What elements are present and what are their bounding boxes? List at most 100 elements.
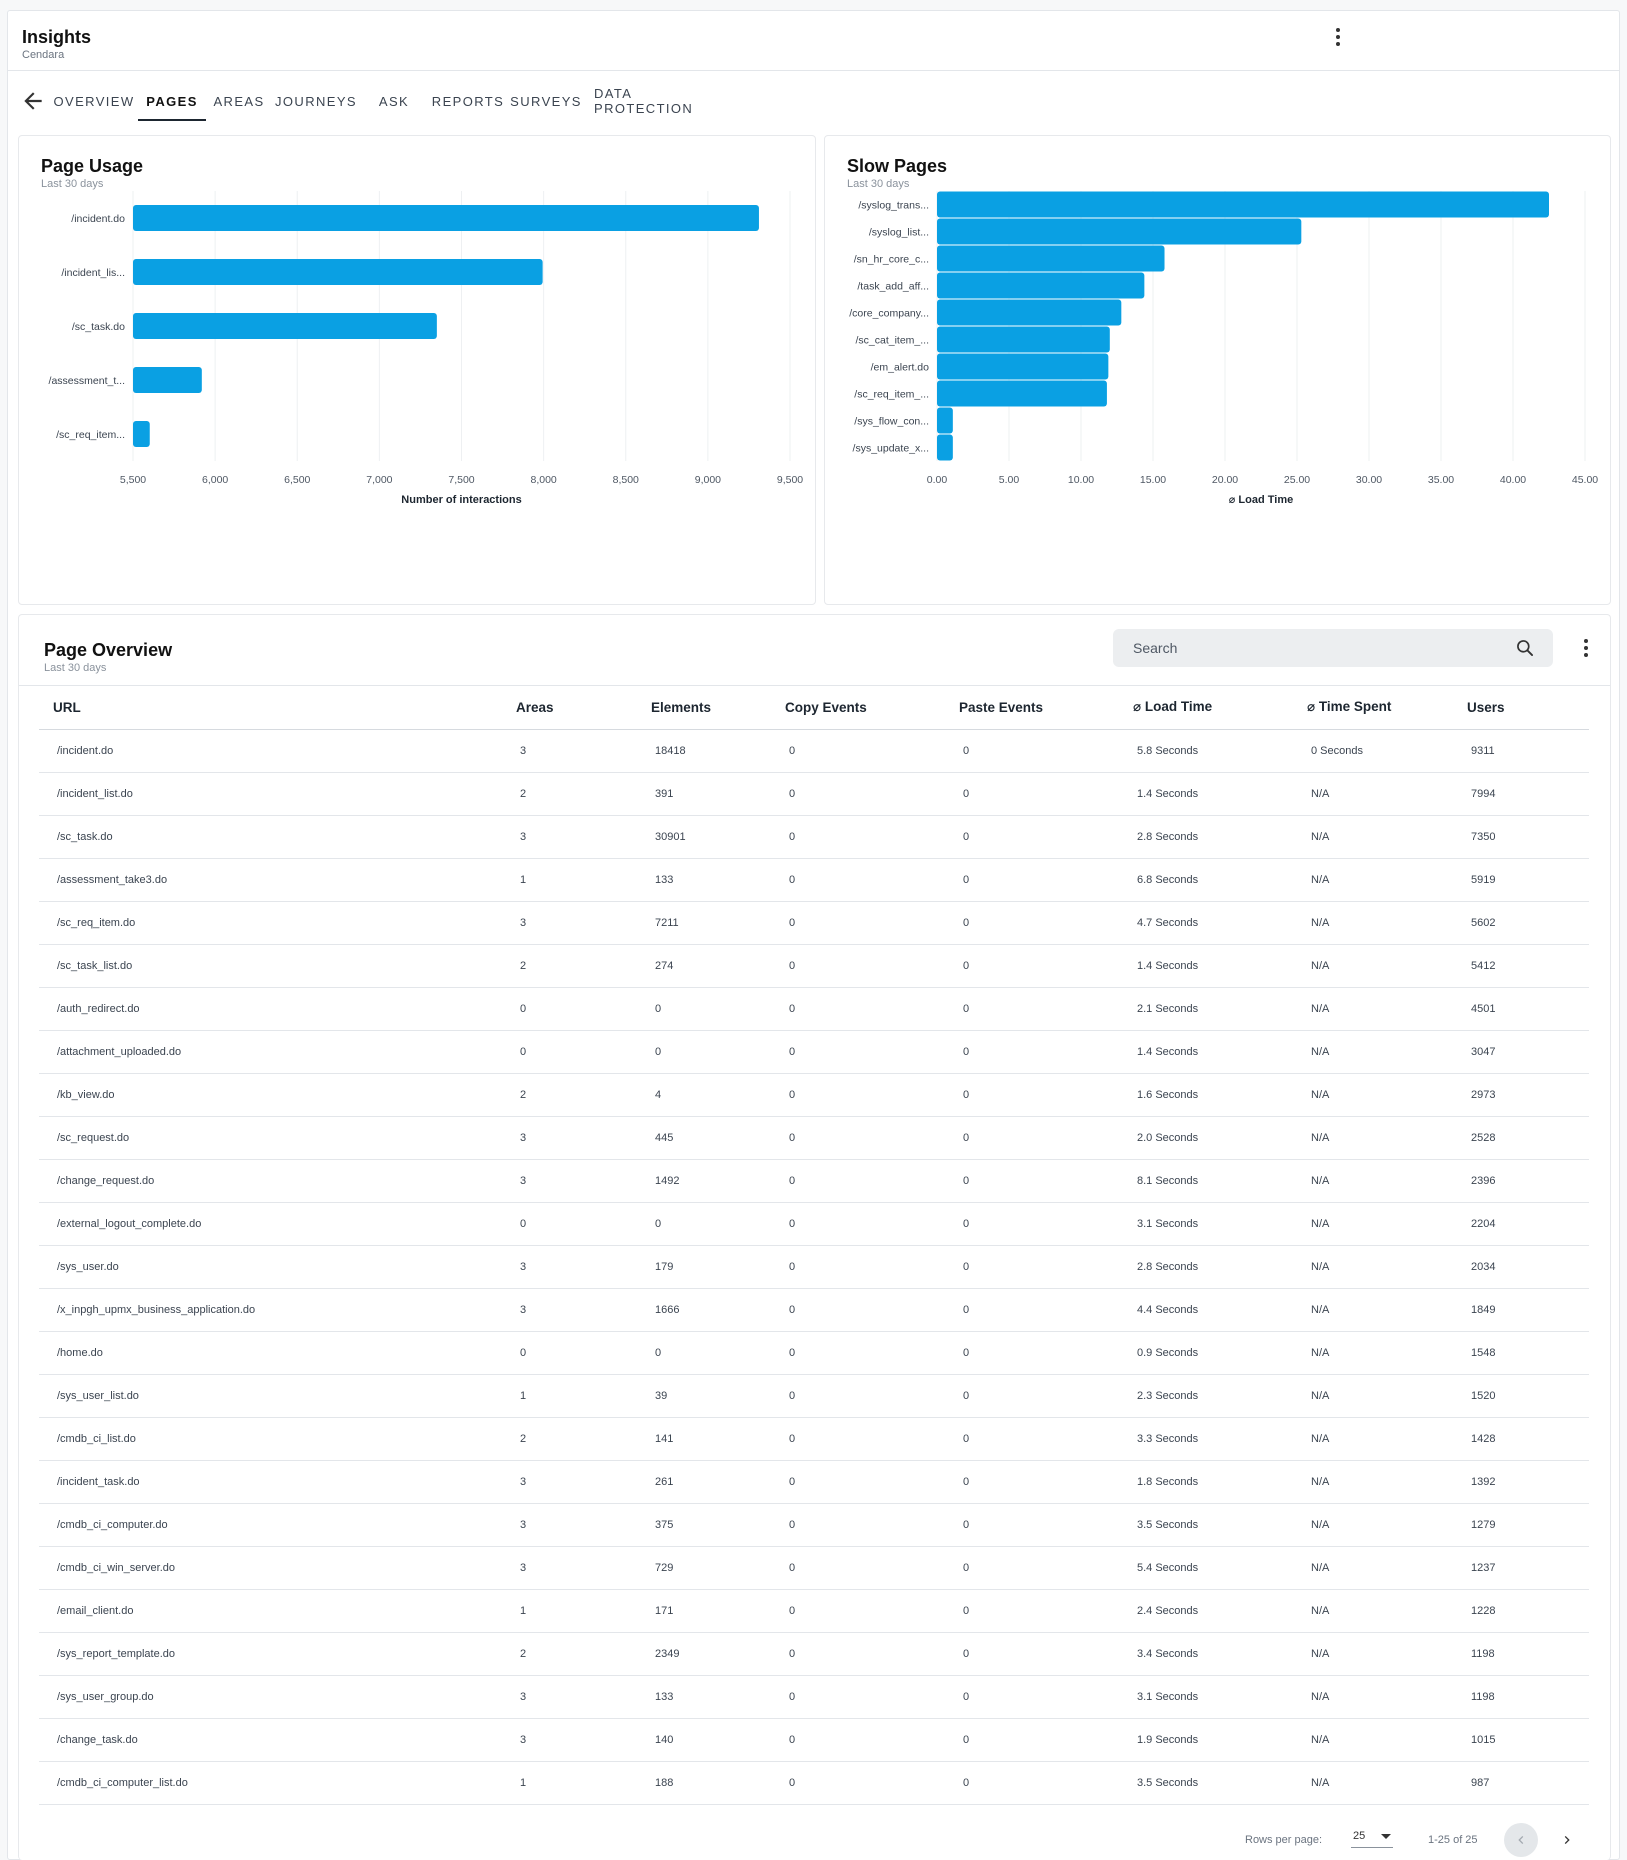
- slow-pages-x-tick-label: 30.00: [1356, 474, 1382, 486]
- cell-load-time: 1.4 Seconds: [1119, 1030, 1293, 1074]
- page-usage-category-label: /assessment_t...: [49, 375, 125, 387]
- cell-elements: 133: [637, 858, 771, 902]
- cell-users: 1520: [1453, 1374, 1589, 1418]
- table-row[interactable]: /x_inpgh_upmx_business_application.do 3 16…: [39, 1288, 1589, 1332]
- table-row[interactable]: /email_client.do 1 171 0 0 2.4 Seconds N/A 1228: [39, 1589, 1589, 1633]
- col-load-time[interactable]: ⌀ Load Time: [1119, 686, 1293, 730]
- cell-users: 3047: [1453, 1030, 1589, 1074]
- table-row[interactable]: /sys_report_template.do 2 2349 0 0 3.4 Second…: [39, 1632, 1589, 1676]
- cell-url: /assessment_take3.do: [39, 858, 502, 902]
- cell-url: /incident.do: [39, 729, 502, 773]
- cell-time-spent: N/A: [1293, 1632, 1453, 1676]
- cell-url: /attachment_uploaded.do: [39, 1030, 502, 1074]
- table-row[interactable]: /incident.do 3 18418 0 0 5.8 Seconds 0 Seconds…: [39, 729, 1589, 773]
- tab-areas[interactable]: AREAS: [213, 93, 265, 109]
- table-row[interactable]: /attachment_uploaded.do 0 0 0 0 1.4 Seconds N/…: [39, 1030, 1589, 1074]
- table-row[interactable]: /sys_user_group.do 3 133 0 0 3.1 Seconds N/A 11…: [39, 1675, 1589, 1719]
- table-row[interactable]: /incident_list.do 2 391 0 0 1.4 Seconds N/A 799…: [39, 772, 1589, 816]
- col-users[interactable]: Users: [1453, 686, 1589, 730]
- table-row[interactable]: /cmdb_ci_win_server.do 3 729 0 0 5.4 Seconds N…: [39, 1546, 1589, 1590]
- page-usage-category-label: /sc_req_item...: [56, 429, 125, 441]
- table-row[interactable]: /auth_redirect.do 0 0 0 0 2.1 Seconds N/A 4501: [39, 987, 1589, 1031]
- cell-time-spent: N/A: [1293, 772, 1453, 816]
- slow-pages-category-label: /sys_flow_con...: [854, 416, 929, 428]
- table-row[interactable]: /incident_task.do 3 261 0 0 1.8 Seconds N/A 139…: [39, 1460, 1589, 1504]
- chevron-left-icon[interactable]: [1504, 1823, 1538, 1857]
- table-row[interactable]: /sc_request.do 3 445 0 0 2.0 Seconds N/A 2528: [39, 1116, 1589, 1160]
- cell-time-spent: N/A: [1293, 987, 1453, 1031]
- tab-data-protection[interactable]: DATA PROTECTION: [594, 86, 694, 116]
- table-row[interactable]: /cmdb_ci_computer_list.do 1 188 0 0 3.5 Secon…: [39, 1761, 1589, 1805]
- rows-per-page-select[interactable]: 25: [1351, 1826, 1393, 1848]
- cell-url: /sys_user_list.do: [39, 1374, 502, 1418]
- slow-pages-category-label: /core_company...: [849, 308, 929, 320]
- tab-journeys[interactable]: JOURNEYS: [275, 93, 357, 109]
- cell-users: 1237: [1453, 1546, 1589, 1590]
- table-row[interactable]: /home.do 0 0 0 0 0.9 Seconds N/A 1548: [39, 1331, 1589, 1375]
- chevron-right-icon[interactable]: [1550, 1823, 1584, 1857]
- rows-per-page-value: 25: [1353, 1830, 1366, 1842]
- col-url[interactable]: URL: [39, 686, 502, 730]
- table-row[interactable]: /cmdb_ci_computer.do 3 375 0 0 3.5 Seconds N/A…: [39, 1503, 1589, 1547]
- table-row[interactable]: /sc_task.do 3 30901 0 0 2.8 Seconds N/A 7350: [39, 815, 1589, 859]
- col-areas[interactable]: Areas: [502, 686, 637, 730]
- col-time-spent[interactable]: ⌀ Time Spent: [1293, 686, 1453, 730]
- table-row[interactable]: /kb_view.do 2 4 0 0 1.6 Seconds N/A 2973: [39, 1073, 1589, 1117]
- search-box: [1113, 629, 1553, 667]
- tab-pages[interactable]: PAGES: [138, 72, 206, 130]
- cell-paste-events: 0: [945, 1503, 1119, 1547]
- cell-paste-events: 0: [945, 729, 1119, 773]
- cell-users: 5412: [1453, 944, 1589, 988]
- cell-areas: 3: [502, 1503, 637, 1547]
- cell-paste-events: 0: [945, 772, 1119, 816]
- tab-overview[interactable]: OVERVIEW: [53, 93, 135, 109]
- search-icon[interactable]: [1515, 638, 1535, 658]
- cell-paste-events: 0: [945, 1202, 1119, 1246]
- tab-ask[interactable]: ASK: [378, 93, 410, 109]
- cell-url: /sys_user_group.do: [39, 1675, 502, 1719]
- cell-load-time: 4.7 Seconds: [1119, 901, 1293, 945]
- cell-elements: 179: [637, 1245, 771, 1289]
- cell-copy-events: 0: [771, 1116, 945, 1160]
- cell-load-time: 1.6 Seconds: [1119, 1073, 1293, 1117]
- table-row[interactable]: /sc_task_list.do 2 274 0 0 1.4 Seconds N/A 5412: [39, 944, 1589, 988]
- col-copy-events[interactable]: Copy Events: [771, 686, 945, 730]
- page-usage-x-tick-label: 9,000: [695, 474, 721, 486]
- cell-elements: 261: [637, 1460, 771, 1504]
- col-paste-events[interactable]: Paste Events: [945, 686, 1119, 730]
- slow-pages-x-tick-label: 20.00: [1212, 474, 1238, 486]
- tab-surveys[interactable]: SURVEYS: [510, 93, 582, 109]
- cell-areas: 3: [502, 1288, 637, 1332]
- slow-pages-title: Slow Pages: [847, 156, 948, 176]
- cell-time-spent: N/A: [1293, 1589, 1453, 1633]
- table-row[interactable]: /change_task.do 3 140 0 0 1.9 Seconds N/A 1015: [39, 1718, 1589, 1762]
- page-usage-x-tick-label: 9,500: [777, 474, 803, 486]
- slow-pages-card: Slow Pages Last 30 days 0.00 5.00 10.00 15.…: [824, 135, 1611, 605]
- table-row[interactable]: /sc_req_item.do 3 7211 0 0 4.7 Seconds N/A 5602: [39, 901, 1589, 945]
- table-row[interactable]: /change_request.do 3 1492 0 0 8.1 Seconds N/A 2…: [39, 1159, 1589, 1203]
- arrow-left-icon[interactable]: [20, 88, 46, 114]
- col-elements[interactable]: Elements: [637, 686, 771, 730]
- cell-url: /sc_task.do: [39, 815, 502, 859]
- page-usage-bar: [133, 421, 150, 447]
- slow-pages-x-tick-label: 15.00: [1140, 474, 1166, 486]
- page-overview-title: Page Overview: [44, 640, 173, 660]
- slow-pages-x-tick-label: 25.00: [1284, 474, 1310, 486]
- slow-pages-bar: [937, 191, 1549, 218]
- table-row[interactable]: /cmdb_ci_list.do 2 141 0 0 3.3 Seconds N/A 1428: [39, 1417, 1589, 1461]
- more-vertical-icon[interactable]: [1327, 24, 1349, 50]
- page-usage-title: Page Usage: [41, 156, 144, 176]
- cell-time-spent: N/A: [1293, 1245, 1453, 1289]
- table-row[interactable]: /external_logout_complete.do 0 0 0 0 3.1 Seco…: [39, 1202, 1589, 1246]
- cell-url: /cmdb_ci_list.do: [39, 1417, 502, 1461]
- search-input[interactable]: [1113, 629, 1493, 667]
- cell-load-time: 2.8 Seconds: [1119, 815, 1293, 859]
- table-row[interactable]: /sys_user_list.do 1 39 0 0 2.3 Seconds N/A 1520: [39, 1374, 1589, 1418]
- tab-reports[interactable]: REPORTS: [431, 93, 505, 109]
- table-row[interactable]: /assessment_take3.do 1 133 0 0 6.8 Seconds N/A…: [39, 858, 1589, 902]
- cell-elements: 133: [637, 1675, 771, 1719]
- page-usage-x-tick-label: 7,500: [448, 474, 474, 486]
- table-row[interactable]: /sys_user.do 3 179 0 0 2.8 Seconds N/A 2034: [39, 1245, 1589, 1289]
- divider: [19, 685, 1610, 686]
- table-more-vertical-icon[interactable]: [1575, 635, 1597, 661]
